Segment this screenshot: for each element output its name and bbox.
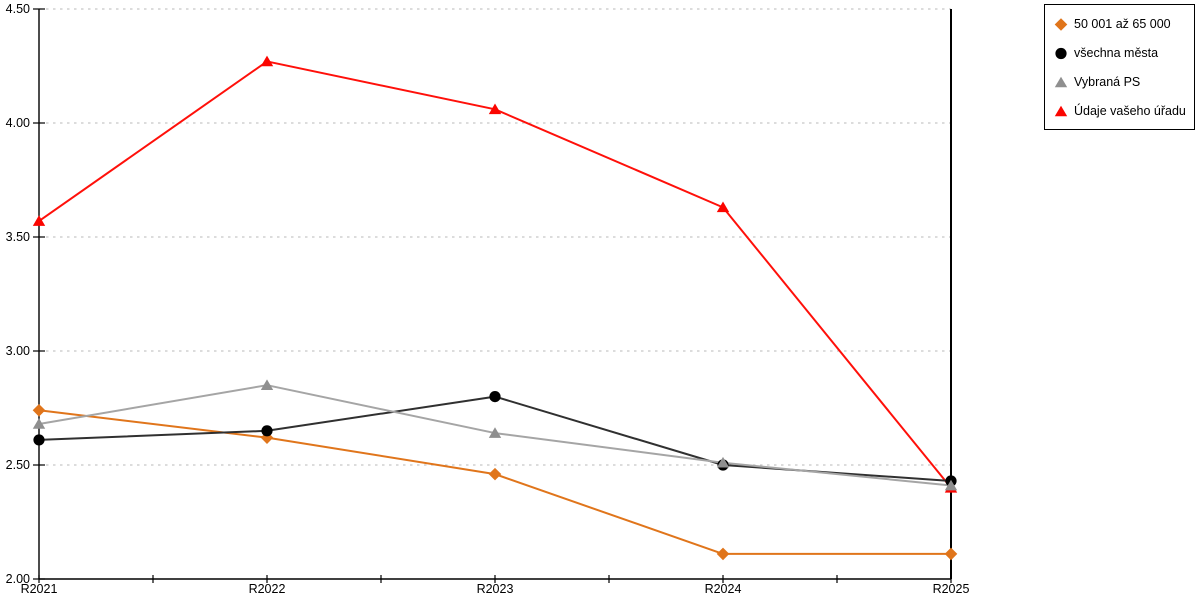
data-point (488, 427, 502, 438)
series-markers-2 (32, 379, 958, 491)
data-point (261, 425, 273, 437)
triangle-icon (1054, 105, 1068, 117)
legend-item-3: Údaje vašeho úřadu (1053, 101, 1188, 121)
series-markers (32, 55, 958, 561)
legend-item-0: 50 001 až 65 000 (1053, 14, 1188, 34)
y-tick-label: 2.00 (6, 572, 30, 586)
triangle-icon (1054, 76, 1068, 88)
data-point (944, 479, 958, 491)
triangle-icon-shape (1054, 105, 1068, 117)
x-tick-label: R2021 (21, 582, 58, 596)
data-point (260, 379, 274, 390)
data-point (488, 467, 502, 481)
data-point (32, 215, 46, 226)
data-point (716, 547, 730, 561)
legend-item-1: všechna města (1053, 43, 1188, 63)
x-tick-label: R2025 (933, 582, 970, 596)
x-axis-ticks: R2021 R2022 R2023 R2024 R2025 (21, 575, 970, 596)
data-point (488, 103, 502, 115)
legend-label: Údaje vašeho úřadu (1074, 103, 1186, 118)
legend-label: 50 001 až 65 000 (1074, 16, 1171, 31)
data-point (260, 431, 274, 444)
data-point (32, 418, 46, 429)
data-point (33, 434, 45, 446)
circle-icon-shape (1055, 47, 1067, 60)
legend-label: všechna města (1074, 45, 1159, 60)
x-tick-label: R2023 (477, 582, 514, 596)
x-tick-label: R2022 (249, 582, 286, 596)
y-tick-label: 2.50 (6, 458, 30, 472)
triangle-icon-shape (1054, 76, 1068, 88)
series-markers-0 (32, 403, 958, 561)
series-line-3 (38, 60, 952, 489)
data-point (716, 201, 730, 213)
y-tick-label: 4.50 (6, 2, 30, 16)
diamond-icon (1054, 18, 1068, 31)
circle-icon (1055, 47, 1067, 60)
axes (38, 9, 952, 580)
gridlines (39, 8, 951, 466)
y-tick-label: 4.00 (6, 116, 30, 130)
legend-label: Vybraná PS (1074, 74, 1141, 89)
diamond-icon-shape (1054, 18, 1068, 31)
data-point (716, 456, 730, 468)
data-point (32, 403, 46, 417)
y-tick-label: 3.50 (6, 230, 30, 244)
y-tick-label: 3.00 (6, 344, 30, 358)
data-point (489, 391, 501, 403)
chart-legend: 50 001 až 65 000 všechna města Vybraná PS Ú… (1044, 4, 1195, 130)
legend-item-2: Vybraná PS (1053, 72, 1188, 92)
data-point (260, 55, 274, 67)
x-tick-label: R2024 (705, 582, 742, 596)
data-point (944, 547, 958, 561)
